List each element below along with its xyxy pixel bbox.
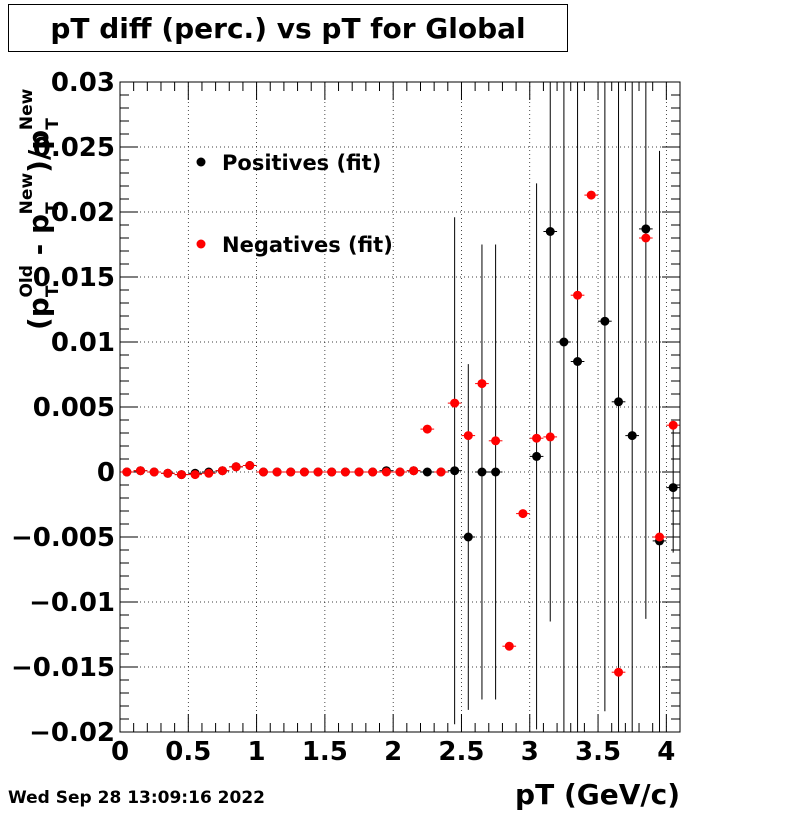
legend-marker-negatives — [196, 239, 206, 249]
timestamp: Wed Sep 28 13:09:16 2022 — [8, 788, 266, 808]
y-tick-label: 0.015 — [33, 263, 115, 293]
chart-title: pT diff (perc.) vs pT for Global — [8, 4, 568, 52]
negatives-point — [450, 398, 460, 408]
negatives-point — [655, 532, 665, 542]
y-tick-label: −0.01 — [29, 588, 115, 618]
negatives-point — [395, 467, 405, 477]
negatives-point — [176, 470, 186, 480]
negatives-point — [641, 233, 651, 243]
svg-text:(pTOld - pTNew)/pTNew: (pTOld - pTNew)/pTNew — [17, 88, 63, 330]
ylabel-sub1: T — [43, 285, 63, 297]
ylabel-sup2: New — [17, 173, 37, 215]
negatives-point — [532, 433, 542, 443]
positives-point — [573, 357, 583, 366]
y-tick-label: −0.005 — [11, 523, 115, 553]
negatives-point — [135, 466, 145, 476]
positives-point — [614, 397, 624, 407]
negatives-point — [518, 509, 528, 519]
x-tick-label: 3.5 — [575, 737, 621, 767]
x-tick-label: 2 — [384, 737, 402, 767]
plot-frame — [119, 81, 681, 733]
negatives-point — [368, 467, 378, 477]
positives-point — [477, 467, 487, 477]
positives-point — [422, 467, 432, 477]
negatives-point — [354, 467, 364, 477]
negatives-point — [409, 466, 419, 476]
negatives-point — [327, 467, 337, 477]
negatives-point — [190, 470, 200, 480]
negatives-point — [204, 468, 214, 478]
ylabel-sub3: T — [43, 118, 63, 130]
ylabel-sup1: Old — [17, 265, 37, 297]
data-points — [122, 190, 678, 677]
positives-point — [559, 337, 569, 347]
negatives-point — [245, 461, 255, 470]
negatives-point — [217, 466, 227, 476]
legend-marker-positives — [196, 157, 206, 167]
positives-point — [532, 451, 542, 461]
x-tick-label: 2.5 — [438, 737, 484, 767]
y-tick-label: 0.005 — [33, 393, 115, 423]
negatives-point — [477, 379, 487, 389]
ylabel-minus: - p — [22, 214, 55, 265]
negatives-point — [668, 420, 678, 430]
negatives-point — [422, 424, 432, 434]
x-tick-label: 4 — [657, 737, 675, 767]
negatives-point — [258, 467, 268, 477]
positives-point — [600, 316, 610, 326]
negatives-point — [504, 641, 514, 651]
negatives-point — [286, 467, 296, 477]
negatives-point — [491, 436, 501, 446]
negatives-point — [163, 468, 173, 478]
positives-point — [450, 466, 460, 476]
positives-point — [491, 467, 501, 477]
legend: Positives (fit) Negatives (fit) — [196, 151, 393, 257]
negatives-point — [545, 432, 555, 442]
x-tick-label: 0.5 — [165, 737, 211, 767]
negatives-point — [313, 467, 323, 477]
negatives-point — [381, 467, 391, 477]
positives-point — [627, 431, 637, 441]
y-tick-label: 0.025 — [33, 133, 115, 163]
negatives-point — [436, 467, 446, 477]
positives-point — [641, 224, 651, 234]
ylabel-open: (p — [22, 297, 55, 330]
x-tick-label: 1.5 — [302, 737, 348, 767]
negatives-point — [614, 667, 624, 677]
negatives-point — [149, 467, 159, 477]
legend-label-negatives: Negatives (fit) — [222, 233, 393, 257]
y-tick-label: 0 — [97, 458, 115, 488]
ylabel-sub2: T — [43, 202, 63, 214]
negatives-point — [573, 290, 583, 300]
positives-point — [545, 227, 555, 236]
positives-point — [463, 532, 473, 542]
y-tick-label: 0.01 — [51, 328, 115, 358]
grid — [119, 81, 680, 733]
negatives-point — [299, 467, 309, 477]
negatives-point — [586, 190, 596, 200]
y-tick-label: 0.02 — [51, 198, 115, 228]
x-tick-label: 3 — [521, 737, 539, 767]
negatives-point — [340, 467, 350, 477]
y-tick-label: −0.015 — [11, 653, 115, 683]
y-tick-label: 0.03 — [51, 68, 115, 98]
ylabel-sup3: New — [17, 88, 37, 130]
negatives-point — [231, 462, 241, 472]
positives-point — [668, 483, 678, 493]
legend-label-positives: Positives (fit) — [222, 151, 381, 175]
axis-tick-labels: 0 0.5 1 1.5 2 2.5 3 3.5 4 −0.02 −0.015 −0.01 −0.005 0… — [11, 68, 675, 767]
x-tick-label: 1 — [248, 737, 266, 767]
y-tick-label: −0.02 — [29, 718, 115, 748]
negatives-point — [122, 467, 132, 477]
x-tick-label: 0 — [111, 737, 129, 767]
negatives-point — [463, 431, 473, 441]
negatives-point — [272, 467, 282, 477]
x-axis-label: pT (GeV/c) — [515, 778, 680, 811]
ylabel-close: )/p — [22, 130, 55, 173]
y-axis-label: (pTOld - pTNew)/pTNew — [17, 88, 63, 330]
